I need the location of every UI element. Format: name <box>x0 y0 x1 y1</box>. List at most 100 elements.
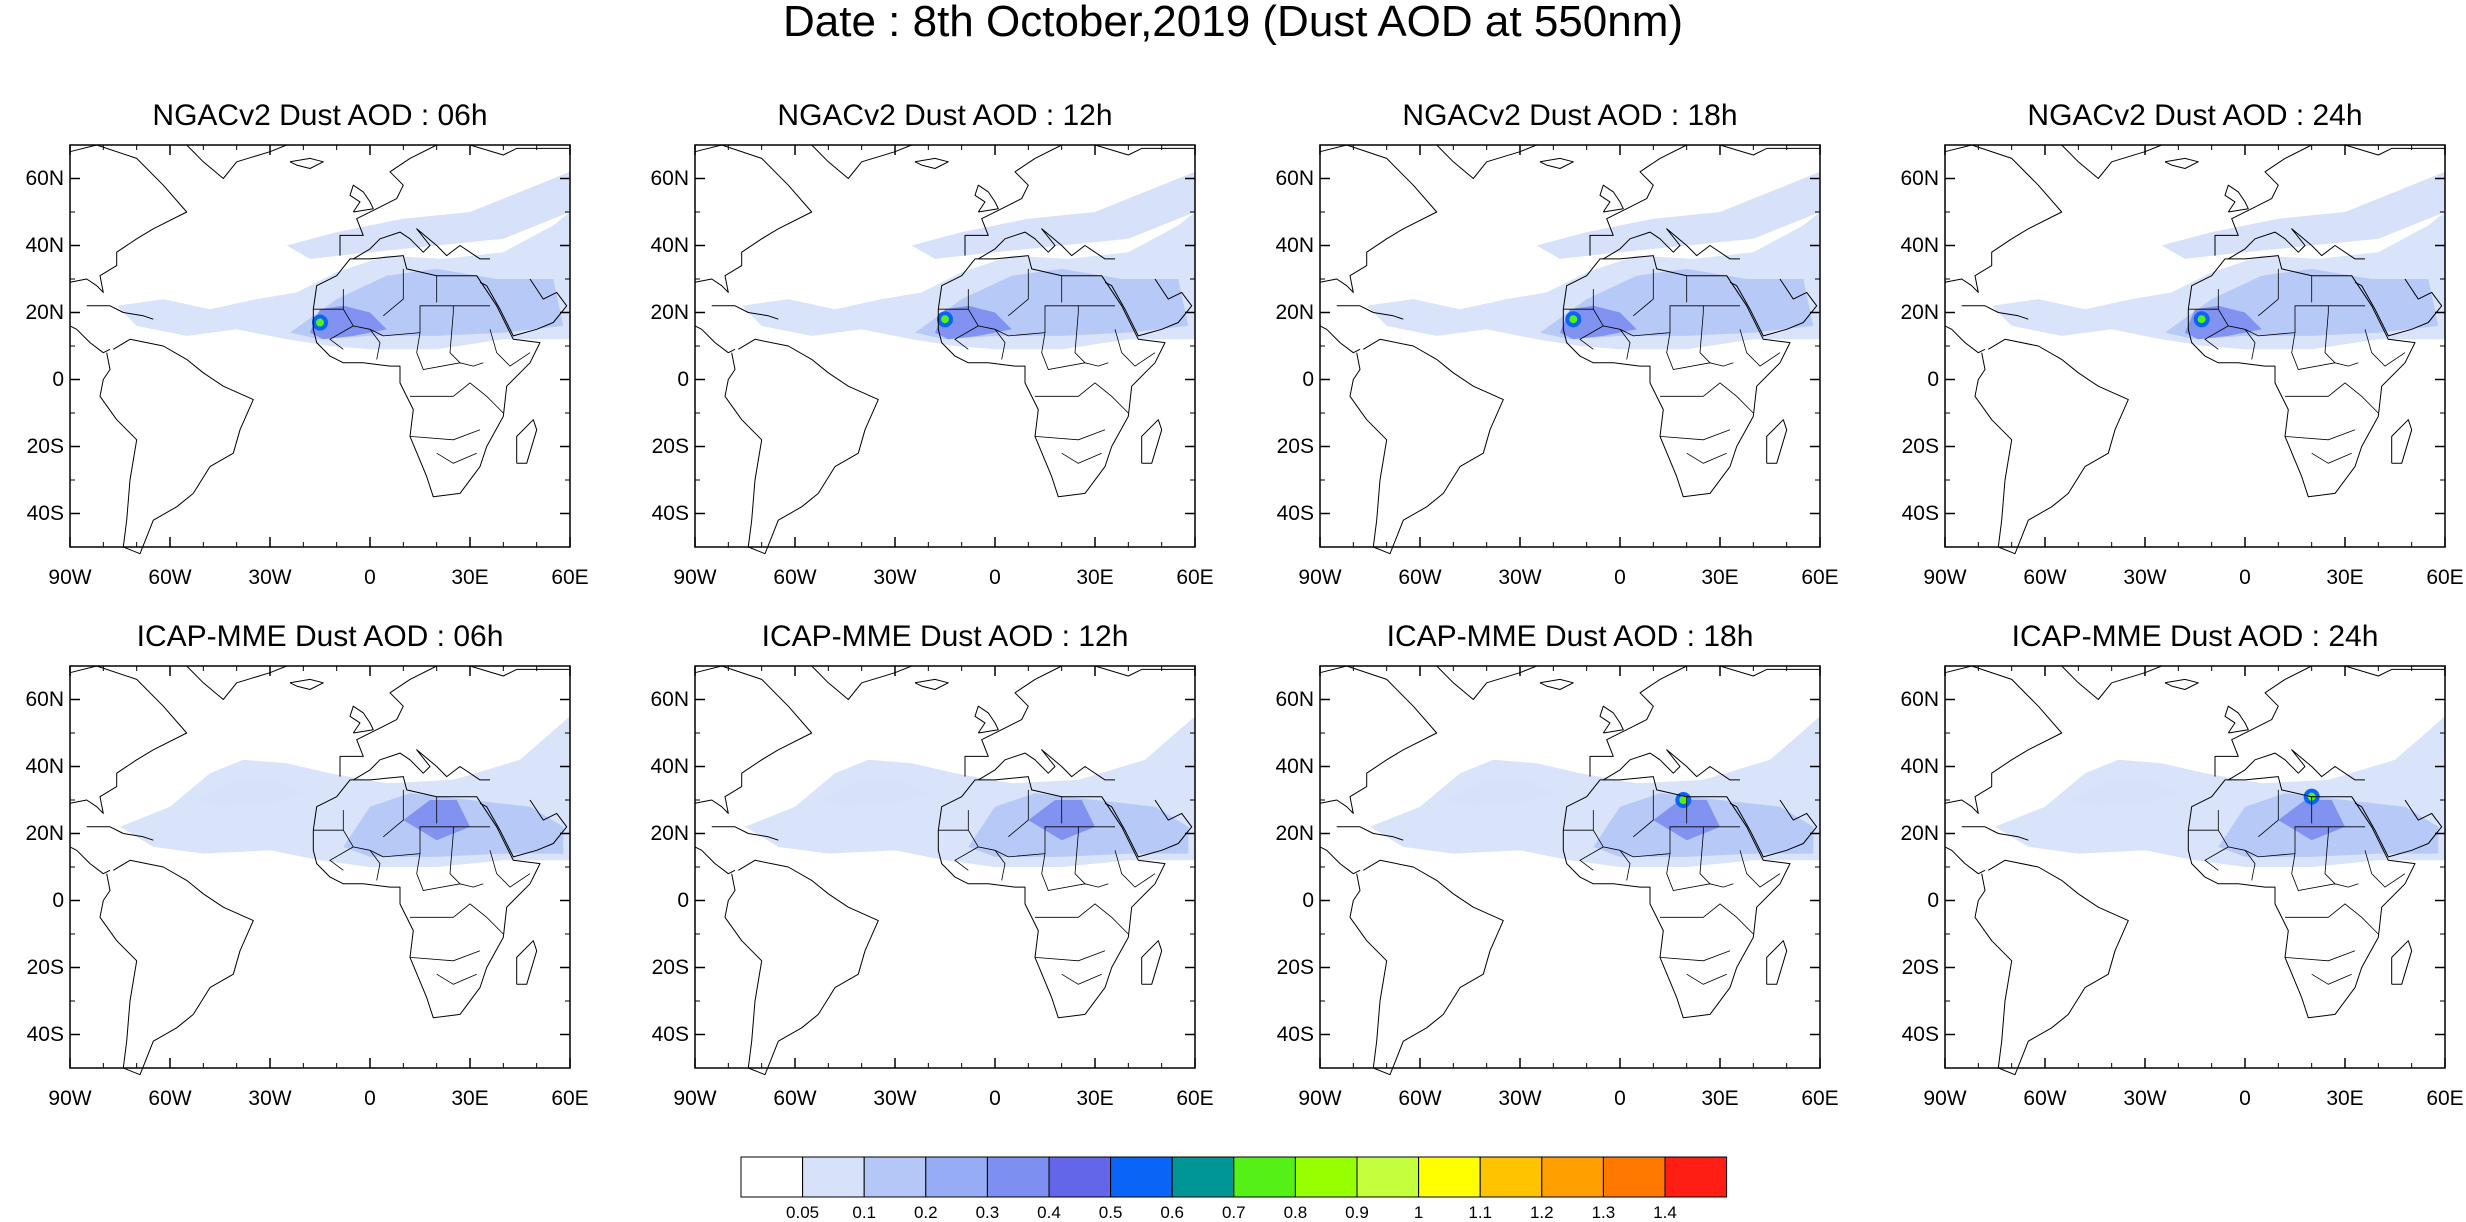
country-border <box>938 305 1079 337</box>
country-border <box>1074 312 1086 364</box>
coastline-africa <box>2187 255 2416 498</box>
lon-tick-label: 60W <box>1398 566 1442 589</box>
lat-tick-label: 20N <box>25 821 64 845</box>
coastline-mediterranean-north <box>353 749 490 781</box>
country-border <box>994 850 1006 881</box>
lat-tick-label: 20S <box>1901 955 1939 979</box>
lat-tick-label: 40S <box>1276 1022 1314 1046</box>
coastline-caribbean <box>711 826 779 841</box>
colorbar-swatch <box>1479 1156 1543 1198</box>
lon-tick-label: 60E <box>551 566 589 589</box>
lat-tick-label: 20S <box>26 955 64 979</box>
colorbar-swatch <box>1602 1156 1666 1198</box>
country-border <box>436 452 477 464</box>
country-border <box>369 329 381 360</box>
coastline-mediterranean-north <box>2228 749 2365 781</box>
country-border <box>2188 305 2329 337</box>
lon-tick-label: 60E <box>1801 566 1839 589</box>
map-plot <box>1944 144 2446 555</box>
country-border <box>1686 452 1727 464</box>
country-border <box>2285 382 2379 414</box>
coastline-central-america <box>694 846 736 875</box>
coastline-north-america <box>1319 144 1438 293</box>
coastline-caribbean <box>1961 305 2029 320</box>
lon-tick-label: 30W <box>2123 566 2167 589</box>
coastline-europe <box>339 144 570 256</box>
coastline-uk <box>349 184 374 213</box>
coastline-south-america <box>724 859 879 1076</box>
lat-tick-label: 40N <box>1900 233 1939 257</box>
lat-tick-label: 40S <box>26 1022 64 1046</box>
country-border <box>416 332 484 370</box>
coastline-south-america <box>724 338 879 555</box>
lat-tick-label: 40N <box>650 233 689 257</box>
colorbar-label: 1.1 <box>1468 1203 1492 1222</box>
aod-peak-core <box>316 318 324 327</box>
lon-tick-label: 30E <box>2326 1087 2364 1110</box>
lon-tick-label: 30W <box>873 1087 917 1110</box>
coastline-iceland <box>914 157 949 169</box>
lat-tick-label: 60N <box>1275 687 1314 711</box>
lon-tick-label: 30E <box>1076 566 1114 589</box>
country-border <box>1659 429 1731 441</box>
panel-title: ICAP-MME Dust AOD : 24h <box>2011 620 2379 653</box>
colorbar-swatch <box>925 1156 988 1198</box>
panel-title: ICAP-MME Dust AOD : 12h <box>761 620 1129 653</box>
lon-tick-label: 60E <box>2426 1087 2464 1110</box>
coastline-greenland-tip <box>1436 144 1537 179</box>
country-border <box>329 846 354 871</box>
lat-tick-label: 20N <box>1900 821 1939 845</box>
coastline-iceland <box>914 678 949 690</box>
lat-tick-label: 40N <box>1275 754 1314 778</box>
country-border <box>410 382 504 414</box>
coastline-africa <box>1562 255 1791 498</box>
colorbar-label: 1 <box>1413 1203 1424 1222</box>
lon-tick-label: 30W <box>2123 1087 2167 1110</box>
country-border <box>2291 853 2359 891</box>
colorbar-swatch <box>1418 1156 1481 1198</box>
country-border <box>1686 973 1727 985</box>
dust-plume-layer <box>935 305 1012 340</box>
lon-tick-label: 60W <box>148 566 192 589</box>
coastline-iceland <box>2164 678 2199 690</box>
coastline-uk <box>2224 705 2249 734</box>
lon-tick-label: 30W <box>873 566 917 589</box>
panel-title: NGACv2 Dust AOD : 18h <box>1402 99 1738 132</box>
country-border <box>1633 268 1654 317</box>
lon-tick-label: 90W <box>48 566 92 589</box>
coastline-arabia <box>1104 799 1193 858</box>
country-border <box>1579 325 1604 350</box>
coastline-caribbean <box>86 826 154 841</box>
coastline-greenland-tip <box>811 144 912 179</box>
coastline-arabia <box>2354 799 2443 858</box>
coastline-iceland <box>289 678 324 690</box>
lat-tick-label: 60N <box>25 166 64 190</box>
colorbar-swatch <box>802 1156 865 1198</box>
country-border <box>2324 312 2336 364</box>
lat-tick-label: 0 <box>677 367 689 391</box>
colorbar-swatch <box>1541 1156 1604 1198</box>
lon-tick-label: 90W <box>48 1087 92 1110</box>
country-border <box>2204 325 2229 350</box>
lon-tick-label: 90W <box>1923 1087 1967 1110</box>
country-border <box>2311 452 2352 464</box>
coastline-north-america <box>694 144 813 293</box>
lon-tick-label: 30W <box>1498 566 1542 589</box>
lon-tick-label: 30E <box>1701 566 1739 589</box>
coastline-uk <box>1599 184 1624 213</box>
aod-peak-core <box>1679 796 1688 804</box>
country-border <box>383 789 404 838</box>
coastline-central-america <box>1944 846 1986 875</box>
country-border <box>1061 973 1102 985</box>
country-border <box>410 903 504 935</box>
lon-tick-label: 60E <box>1801 1087 1839 1110</box>
coastline-central-america <box>1944 325 1986 354</box>
lon-tick-label: 0 <box>364 1087 376 1110</box>
coastline-africa <box>937 255 1166 498</box>
lon-tick-label: 0 <box>364 566 376 589</box>
map-plot <box>69 144 571 555</box>
coastline-mediterranean-north <box>1603 749 1740 781</box>
country-border <box>1008 268 1029 317</box>
coastline-south-america <box>1974 338 2129 555</box>
coastline-uk <box>349 705 374 734</box>
